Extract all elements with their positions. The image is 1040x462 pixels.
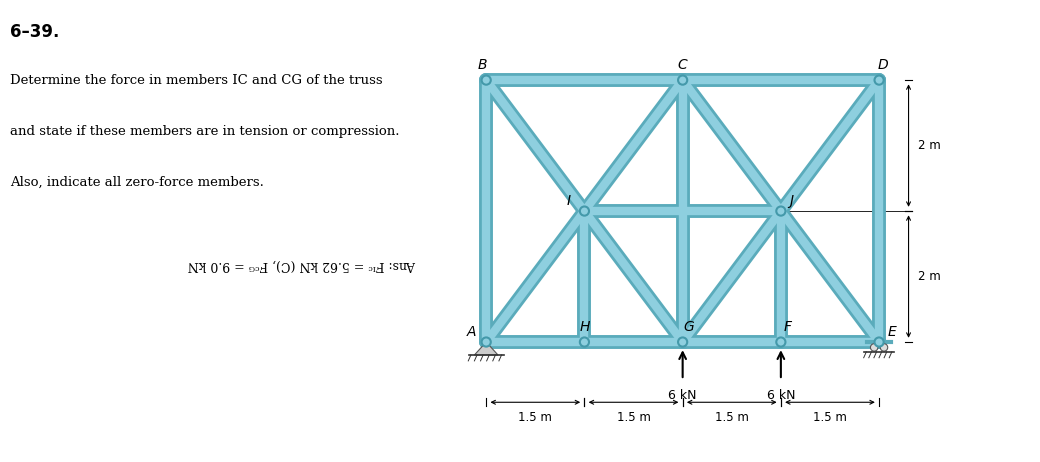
Text: G: G (684, 320, 695, 334)
Text: J: J (789, 195, 794, 208)
Circle shape (776, 207, 785, 216)
Circle shape (482, 75, 491, 85)
Text: B: B (477, 58, 487, 72)
Text: E: E (888, 325, 896, 339)
Text: Determine the force in members IC and CG of the truss: Determine the force in members IC and CG… (10, 74, 383, 87)
Circle shape (870, 344, 878, 351)
Text: 1.5 m: 1.5 m (813, 411, 847, 424)
Circle shape (678, 75, 687, 85)
Text: 1.5 m: 1.5 m (617, 411, 650, 424)
Circle shape (776, 337, 785, 346)
Text: 6 kN: 6 kN (766, 389, 796, 402)
Polygon shape (474, 342, 498, 355)
Text: C: C (678, 58, 687, 72)
Text: 6–39.: 6–39. (10, 23, 59, 41)
Text: Also, indicate all zero-force members.: Also, indicate all zero-force members. (10, 176, 264, 188)
Text: Ans: Fᴵᶜ = 5.62 kN (C), Fᶜᴳ = 9.0 kN: Ans: Fᴵᶜ = 5.62 kN (C), Fᶜᴳ = 9.0 kN (188, 259, 416, 272)
Text: 1.5 m: 1.5 m (518, 411, 552, 424)
Circle shape (580, 337, 589, 346)
Text: I: I (567, 195, 571, 208)
Text: 2 m: 2 m (917, 270, 940, 283)
Circle shape (880, 344, 888, 351)
Text: D: D (878, 58, 888, 72)
Circle shape (678, 337, 687, 346)
Text: 6 kN: 6 kN (669, 389, 697, 402)
Text: 2 m: 2 m (917, 139, 940, 152)
Text: 1.5 m: 1.5 m (714, 411, 749, 424)
Text: and state if these members are in tension or compression.: and state if these members are in tensio… (10, 125, 400, 138)
Circle shape (875, 75, 884, 85)
Text: A: A (467, 325, 476, 339)
Text: F: F (783, 320, 791, 334)
Circle shape (875, 337, 884, 346)
Circle shape (482, 337, 491, 346)
Circle shape (580, 207, 589, 216)
Text: H: H (579, 320, 590, 334)
